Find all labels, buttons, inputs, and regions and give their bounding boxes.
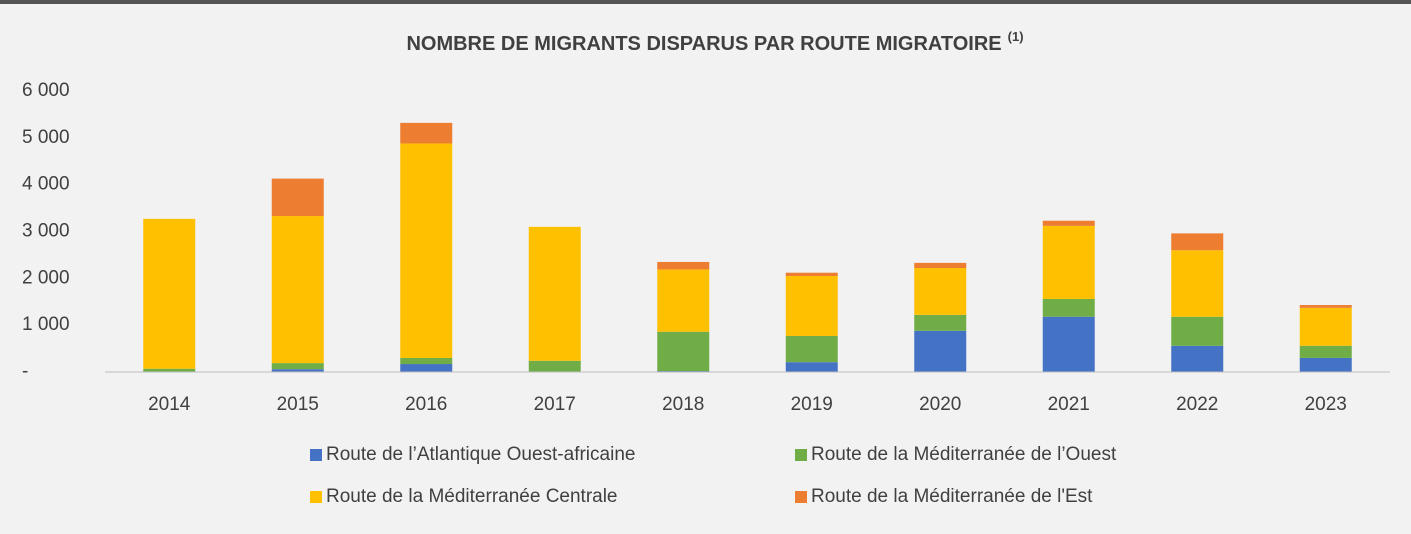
bar-segment	[785, 335, 838, 363]
bar-segment	[785, 275, 838, 336]
bar-segment	[657, 331, 710, 372]
bar-segment	[657, 269, 710, 332]
bar-segment	[400, 143, 453, 358]
bar-segment	[1042, 316, 1095, 372]
bar-segment	[914, 314, 967, 331]
bar-segment	[271, 363, 324, 370]
x-tick-label: 2022	[1176, 394, 1218, 415]
x-tick-label: 2020	[919, 394, 961, 415]
x-tick-label: 2017	[534, 394, 576, 415]
y-tick-label: 4 000	[22, 174, 70, 195]
chart-title: NOMBRE DE MIGRANTS DISPARUS PAR ROUTE MI…	[406, 29, 1023, 55]
bar-segment	[1042, 298, 1095, 317]
x-tick-label: 2015	[277, 394, 319, 415]
bar-segment	[400, 122, 453, 144]
legend-swatch	[310, 449, 322, 461]
bar-segment	[1299, 357, 1352, 372]
title-text: NOMBRE DE MIGRANTS DISPARUS PAR ROUTE MI…	[406, 33, 1001, 55]
title-note: (1)	[1008, 29, 1024, 44]
bar-segment	[1299, 305, 1352, 308]
bar-segment	[1171, 250, 1224, 317]
bar-segment	[1171, 233, 1224, 251]
top-border	[0, 0, 1411, 4]
legend-swatch	[795, 491, 807, 503]
bar-segment	[143, 368, 196, 372]
x-tick-label: 2018	[662, 394, 704, 415]
bar-segment	[400, 357, 453, 365]
x-tick-label: 2016	[405, 394, 447, 415]
legend-label: Route de la Méditerranée de l'Est	[811, 486, 1093, 507]
legend-swatch	[795, 449, 807, 461]
legend-label: Route de la Méditerranée de l’Ouest	[811, 444, 1117, 465]
bar-segment	[1042, 225, 1095, 299]
x-tick-label: 2014	[148, 394, 191, 415]
bar-segment	[143, 218, 196, 369]
bar-segment	[1171, 345, 1224, 372]
bar-segment	[271, 369, 324, 372]
x-tick-label: 2021	[1048, 394, 1090, 415]
y-tick-label: 3 000	[22, 221, 70, 242]
bar-segment	[1171, 316, 1224, 346]
legend-swatch	[310, 491, 322, 503]
y-tick-label: 6 000	[22, 80, 70, 101]
bar-segment	[271, 178, 324, 217]
bar-segment	[914, 268, 967, 315]
bar-segment	[657, 261, 710, 270]
y-tick-label: 5 000	[22, 127, 70, 148]
bar-segment	[271, 216, 324, 364]
x-tick-label: 2023	[1305, 394, 1347, 415]
bar-segment	[914, 262, 967, 269]
bar-segment	[1299, 307, 1352, 346]
y-tick-label: -	[22, 361, 28, 382]
x-tick-label: 2019	[791, 394, 833, 415]
bar-segment	[528, 226, 581, 361]
bar-segment	[785, 362, 838, 372]
bar-segment	[1042, 220, 1095, 226]
y-tick-label: 1 000	[22, 314, 70, 335]
bar-segment	[785, 272, 838, 276]
bar-segment	[1299, 345, 1352, 358]
bar-segment	[914, 330, 967, 372]
bar-segment	[528, 360, 581, 372]
bar-segment	[400, 364, 453, 372]
y-tick-label: 2 000	[22, 267, 70, 288]
legend-label: Route de l’Atlantique Ouest-africaine	[326, 444, 635, 465]
legend-label: Route de la Méditerranée Centrale	[326, 486, 618, 507]
